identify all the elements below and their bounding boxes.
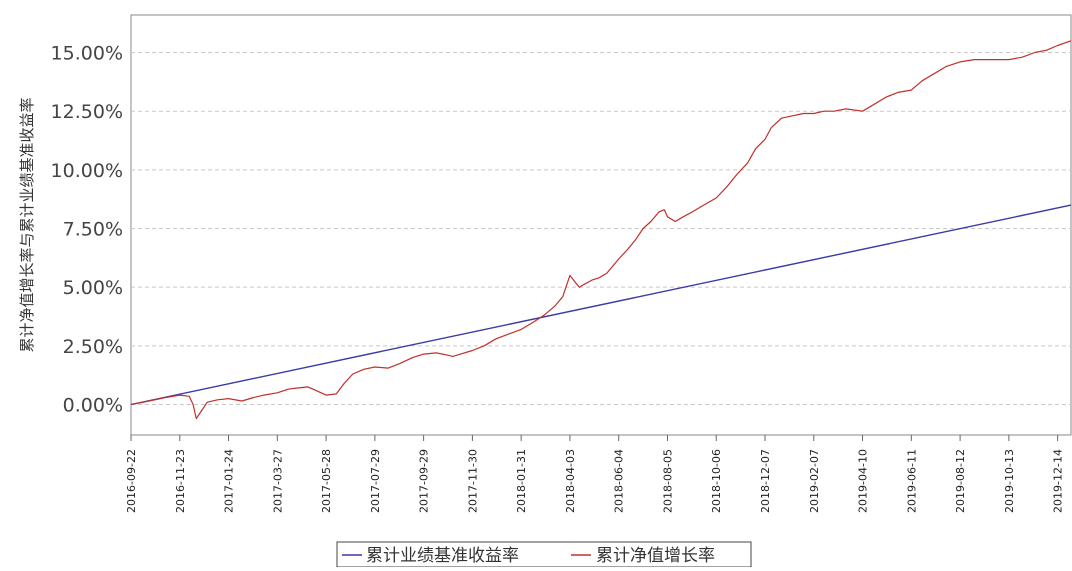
x-axis: 2016-09-22 2016-11-23 2017-01-24 2017-03-27…	[125, 434, 1071, 513]
x-tick-label: 2017-03-27	[271, 449, 284, 513]
x-tick-label: 2017-01-24	[223, 449, 236, 513]
x-tick-label: 2016-11-23	[174, 449, 187, 513]
x-tick-label: 2019-08-12	[954, 449, 967, 513]
x-tick-label: 2018-10-06	[710, 449, 723, 513]
x-tick-label: 2019-10-13	[1003, 449, 1016, 513]
x-tick-label: 2018-01-31	[515, 449, 528, 513]
y-tick-label: 15.00%	[51, 43, 123, 65]
series-line-benchmark	[130, 204, 1072, 406]
x-tick-label: 2019-02-07	[808, 449, 821, 513]
x-tick-label: 2018-12-07	[759, 449, 772, 513]
x-tick-label: 2019-04-10	[857, 449, 870, 513]
y-tick-label: 2.50%	[63, 336, 123, 358]
x-tick-label: 2017-05-28	[320, 449, 333, 513]
x-tick-label: 2019-12-14	[1052, 449, 1065, 513]
legend-label-nav-growth: 累计净值增长率	[596, 546, 715, 566]
y-axis-label: 累计净值增长率与累计业绩基准收益率	[18, 97, 36, 352]
x-tick-label: 2017-07-29	[369, 449, 382, 513]
legend: 累计业绩基准收益率 累计净值增长率	[336, 541, 752, 568]
y-tick-label: 0.00%	[63, 394, 123, 416]
x-tick-label: 2018-06-04	[613, 449, 626, 513]
y-tick-label: 10.00%	[51, 160, 123, 182]
plot-area	[130, 14, 1072, 436]
x-tick-label: 2016-09-22	[125, 449, 138, 513]
y-tick-label: 12.50%	[51, 101, 123, 123]
y-tick-label: 5.00%	[63, 277, 123, 299]
x-tick-label: 2018-04-03	[564, 449, 577, 513]
y-tick-label: 7.50%	[63, 219, 123, 241]
series-line-nav-growth	[130, 40, 1072, 420]
x-tick-label: 2019-06-11	[905, 449, 918, 513]
x-tick-label: 2017-11-30	[466, 449, 479, 513]
legend-label-benchmark: 累计业绩基准收益率	[366, 546, 519, 566]
grid-lines	[131, 52, 1071, 405]
y-axis: 0.00% 2.50% 5.00% 7.50% 10.00% 12.50% 15.00%	[51, 43, 123, 417]
series-lines	[130, 40, 1072, 420]
x-tick-label: 2018-08-05	[661, 449, 674, 513]
x-tick-label: 2017-09-29	[418, 449, 431, 513]
legend-box	[336, 541, 752, 568]
